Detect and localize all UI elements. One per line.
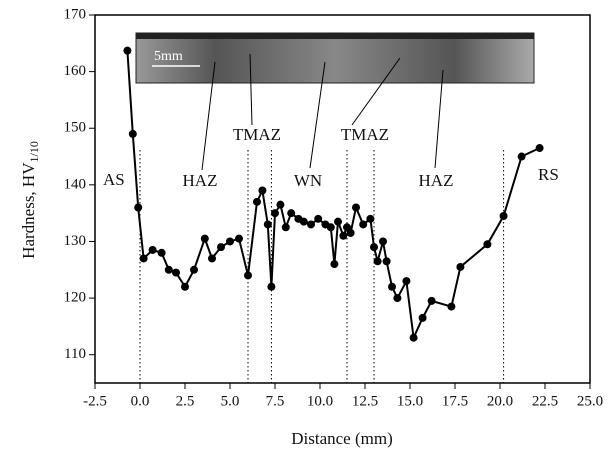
y-tick-label: 120 — [64, 290, 87, 306]
data-point — [271, 209, 279, 218]
data-point — [217, 243, 225, 252]
y-tick-label: 110 — [64, 346, 86, 362]
data-point — [447, 302, 456, 311]
data-point — [134, 203, 143, 212]
data-point — [418, 313, 427, 322]
series-line — [126, 50, 541, 342]
data-point — [263, 220, 272, 229]
data-point — [181, 282, 189, 291]
x-tick-label: 17.5 — [442, 393, 468, 409]
data-point — [307, 220, 315, 229]
x-tick-label: 0.0 — [131, 393, 150, 409]
data-point — [128, 129, 137, 138]
data-point — [352, 203, 360, 212]
y-tick-label: 130 — [64, 233, 87, 249]
y-tick-label: 150 — [64, 120, 87, 136]
data-point — [287, 209, 296, 218]
data-point — [517, 152, 526, 161]
data-point — [253, 197, 261, 206]
y-tick-label: 170 — [64, 6, 87, 22]
x-tick-label: 2.5 — [176, 393, 195, 409]
y-tick-label: 140 — [64, 176, 87, 192]
annotation: HAZ — [419, 171, 454, 190]
plot-frame — [94, 14, 591, 384]
annotation: WN — [294, 171, 322, 190]
data-point — [359, 220, 368, 229]
y-axis-label: Hardness, HV1/10 — [19, 141, 41, 259]
data-point — [314, 214, 323, 223]
y-axis-label-sub: 1/10 — [27, 141, 41, 162]
data-point — [339, 231, 348, 240]
scale-label: 5mm — [154, 49, 183, 64]
data-point — [244, 271, 252, 280]
annotation: AS — [103, 170, 125, 189]
x-axis-label: Distance (mm) — [291, 429, 393, 448]
data-point — [379, 237, 387, 246]
data-point — [402, 277, 411, 286]
data-point — [334, 217, 342, 226]
data-point — [164, 265, 173, 274]
data-point — [267, 282, 276, 291]
data-point — [427, 296, 436, 305]
x-tick-label: 25.0 — [577, 393, 603, 409]
annotation: TMAZ — [233, 125, 281, 144]
data-point — [172, 268, 180, 277]
data-point — [483, 240, 492, 249]
data-point — [499, 211, 508, 220]
x-tick-label: 20.0 — [487, 393, 513, 409]
data-point — [258, 186, 267, 195]
x-tick-label: 5.0 — [221, 393, 240, 409]
data-point — [226, 237, 234, 246]
x-tick-label: -2.5 — [83, 393, 107, 409]
leader-lines — [201, 53, 444, 171]
x-tick-label: 7.5 — [266, 393, 285, 409]
x-tick-label: 15.0 — [397, 393, 423, 409]
data-point — [299, 217, 308, 226]
x-tick-label: 10.0 — [307, 393, 333, 409]
data-point — [326, 223, 335, 232]
annotation: TMAZ — [341, 125, 389, 144]
x-tick-label: 22.5 — [532, 393, 558, 409]
data-point — [370, 243, 378, 252]
data-point — [157, 248, 166, 257]
x-tick-label: 12.5 — [352, 393, 378, 409]
data-point — [190, 265, 198, 274]
data-point — [281, 223, 290, 232]
data-point — [382, 257, 391, 266]
data-point — [148, 245, 157, 254]
data-point — [373, 257, 382, 266]
data-point — [366, 214, 375, 223]
annotation: RS — [538, 165, 559, 184]
data-point — [535, 144, 544, 153]
inset-image — [135, 32, 535, 84]
data-point — [388, 282, 396, 291]
data-point — [456, 262, 465, 271]
data-point — [123, 46, 132, 55]
data-point — [393, 294, 402, 303]
data-point — [208, 254, 216, 263]
data-point — [276, 200, 285, 209]
y-axis-label-main: Hardness, HV — [19, 162, 38, 259]
data-point — [330, 260, 339, 269]
y-tick-label: 160 — [64, 63, 87, 79]
annotation: HAZ — [183, 171, 218, 190]
data-point — [409, 333, 418, 342]
data-point — [235, 234, 243, 243]
data-point — [200, 234, 209, 243]
data-point — [139, 254, 148, 263]
data-point — [346, 228, 355, 237]
